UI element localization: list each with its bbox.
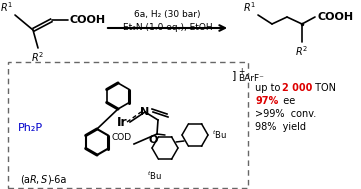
Bar — [8, 62, 248, 188]
Text: $R^2$: $R^2$ — [295, 44, 309, 58]
Text: ]: ] — [232, 70, 236, 80]
Text: $R^2$: $R^2$ — [31, 50, 44, 64]
Text: up to: up to — [255, 83, 283, 93]
Text: 2 000: 2 000 — [282, 83, 312, 93]
Text: (a: (a — [20, 175, 30, 185]
Text: ,: , — [36, 175, 42, 185]
Text: TON: TON — [312, 83, 336, 93]
Text: +: + — [238, 67, 244, 76]
Text: >99%  conv.: >99% conv. — [255, 109, 316, 119]
Text: 6a, H₂ (30 bar): 6a, H₂ (30 bar) — [134, 9, 201, 19]
Text: $^t$Bu: $^t$Bu — [148, 170, 162, 182]
Text: COOH: COOH — [317, 12, 353, 22]
Text: 98%  yield: 98% yield — [255, 122, 306, 132]
Text: Et₃N (1.0 eq.), EtOH: Et₃N (1.0 eq.), EtOH — [123, 23, 212, 33]
Text: Ph₂P: Ph₂P — [18, 123, 43, 133]
Text: N: N — [140, 107, 149, 117]
Text: ee: ee — [277, 96, 295, 106]
Text: R: R — [30, 175, 37, 185]
Text: )-6a: )-6a — [47, 175, 66, 185]
Text: 97%: 97% — [255, 96, 278, 106]
Text: COOH: COOH — [70, 15, 106, 25]
Text: O: O — [148, 135, 158, 145]
Text: BArF⁻: BArF⁻ — [238, 74, 264, 83]
Text: $^t$Bu: $^t$Bu — [212, 129, 227, 141]
Text: $R^1$: $R^1$ — [243, 0, 256, 14]
Text: S: S — [41, 175, 47, 185]
Text: $R^1$: $R^1$ — [0, 0, 13, 14]
Text: COD: COD — [112, 132, 132, 142]
Text: Ir: Ir — [117, 115, 127, 129]
